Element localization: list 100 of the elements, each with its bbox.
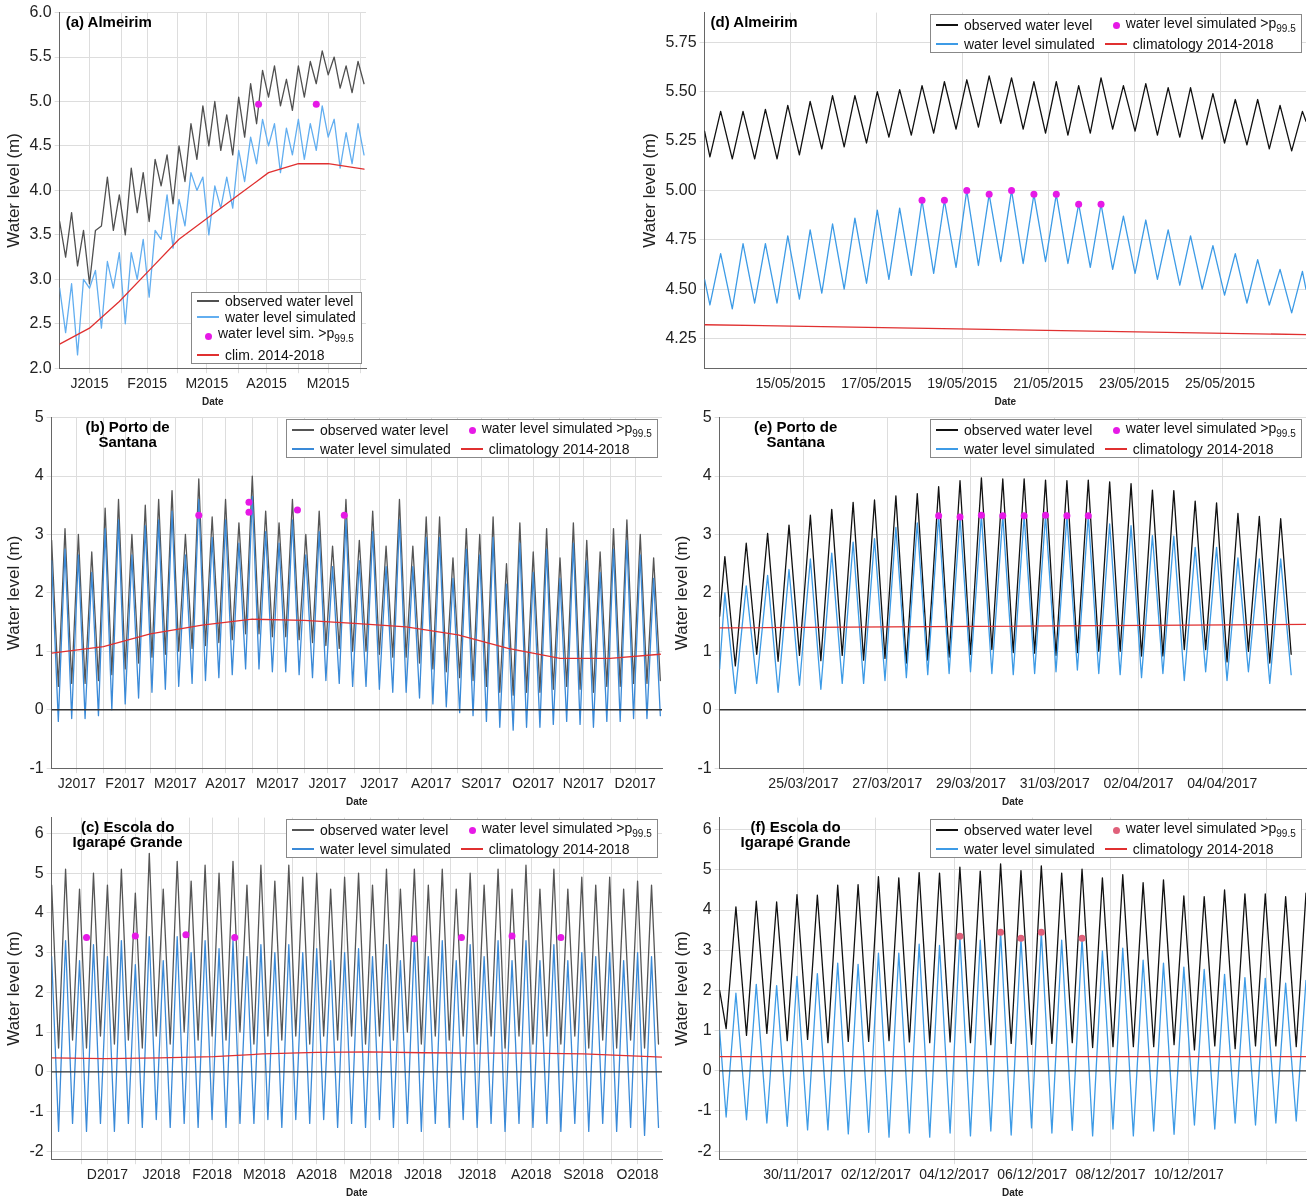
y-tick-label: -1 xyxy=(697,1101,712,1119)
point xyxy=(340,511,348,519)
y-tick-label: 5.5 xyxy=(29,47,52,65)
y-tick-label: 4.50 xyxy=(665,279,697,297)
x-tick-label: M2017 xyxy=(255,775,299,792)
x-tick-label: J2017 xyxy=(308,775,347,792)
y-tick-label: 2 xyxy=(34,982,44,1000)
y-axis-title: Water level (m) xyxy=(3,931,23,1046)
x-axis-title: Date xyxy=(345,795,369,807)
x-tick-label: 02/12/2017 xyxy=(840,1166,912,1183)
text: (c) Escola do Igarapé Grande xyxy=(71,817,184,850)
point xyxy=(195,511,203,519)
x-tick-label: A2015 xyxy=(246,375,287,392)
y-tick-label: 3.0 xyxy=(29,269,52,287)
x-tick-label: N2017 xyxy=(562,775,605,792)
x-tick-label: J2018 xyxy=(142,1166,181,1183)
x-tick-label: S2017 xyxy=(461,775,502,792)
legend-label: water level simulated xyxy=(225,309,356,326)
point xyxy=(245,508,253,516)
y-tick-label: 0 xyxy=(702,700,712,718)
x-tick-label: 27/03/2017 xyxy=(852,775,923,792)
x-tick-label: 06/12/2017 xyxy=(997,1166,1068,1183)
y-tick-label: -1 xyxy=(29,1101,44,1119)
y-axis-title: Water level (m) xyxy=(639,133,659,248)
x-tick-label: A2018 xyxy=(296,1166,338,1183)
y-tick-label: 2 xyxy=(702,583,712,601)
y-axis-title: Water level (m) xyxy=(3,535,23,651)
y-axis-title: Water level (m) xyxy=(671,931,691,1046)
y-tick-label: 4 xyxy=(702,900,712,918)
point xyxy=(1097,200,1105,208)
x-tick-label: 04/12/2017 xyxy=(919,1166,990,1183)
x-tick-label: 10/12/2017 xyxy=(1153,1166,1224,1183)
point xyxy=(985,190,993,198)
point xyxy=(1052,190,1060,198)
y-tick-label: 2 xyxy=(702,980,712,998)
point xyxy=(963,186,971,194)
x-tick-label: M2018 xyxy=(242,1166,286,1183)
y-tick-label: 5 xyxy=(702,408,712,426)
y-tick-label: -2 xyxy=(697,1141,712,1159)
legend-label: observed water level xyxy=(964,17,1093,34)
y-tick-label: 6 xyxy=(34,823,44,841)
y-tick-label: 5.50 xyxy=(665,82,697,100)
x-tick-label: M2015 xyxy=(185,375,229,392)
y-tick-label: 5 xyxy=(34,863,44,881)
y-tick-label: 2.0 xyxy=(29,358,52,376)
x-tick-label: 15/05/2015 xyxy=(755,375,826,392)
text: (e) Porto de Santana xyxy=(752,417,839,450)
y-tick-label: 4.0 xyxy=(29,180,52,198)
text: (f) Escola do Igarapé Grande xyxy=(739,817,852,850)
x-tick-label: A2018 xyxy=(510,1166,552,1183)
y-tick-label: 1 xyxy=(702,641,712,659)
y-tick-label: 0 xyxy=(34,700,44,718)
y-tick-label: 4.75 xyxy=(665,230,697,248)
legend-label: water level simulated xyxy=(320,841,451,858)
y-tick-label: 0 xyxy=(34,1062,44,1080)
y-tick-label: 2.5 xyxy=(29,314,52,332)
legend-label: climatology 2014-2018 xyxy=(488,841,630,858)
chart-title: (d) Almeirim xyxy=(710,12,798,30)
x-tick-label: 31/03/2017 xyxy=(1019,775,1090,792)
x-tick-label: M2018 xyxy=(349,1166,393,1183)
legend-label: clim. 2014-2018 xyxy=(225,346,325,363)
x-tick-label: 08/12/2017 xyxy=(1075,1166,1146,1183)
x-tick-label: 25/05/2015 xyxy=(1185,375,1256,392)
x-tick-label: 23/05/2015 xyxy=(1099,375,1170,392)
y-axis-title: Water level (m) xyxy=(671,535,691,651)
y-tick-label: 5.75 xyxy=(665,32,697,50)
x-tick-label: F2018 xyxy=(192,1166,233,1183)
legend-label: water level sim. >p$_{99.5}$ xyxy=(218,325,354,346)
y-tick-label: 5.0 xyxy=(29,91,52,109)
point xyxy=(1008,186,1016,194)
x-tick-label: J2017 xyxy=(57,775,96,792)
y-tick-label: 4 xyxy=(34,466,44,484)
x-tick-label: F2017 xyxy=(105,775,146,792)
chart-title: (a) Almeirim xyxy=(65,12,152,30)
y-tick-label: 1 xyxy=(702,1021,712,1038)
x-tick-label: A2017 xyxy=(410,775,452,792)
y-tick-label: 4.5 xyxy=(29,136,52,154)
x-tick-label: 19/05/2015 xyxy=(927,375,998,392)
x-tick-label: J2017 xyxy=(360,775,399,792)
point xyxy=(245,498,253,506)
x-tick-label: J2018 xyxy=(458,1166,497,1183)
x-axis-title: Date xyxy=(1001,1186,1025,1198)
legend-label: water level simulated >p$_{99.5}$ xyxy=(1125,419,1296,441)
legend-label: water level simulated >p$_{99.5}$ xyxy=(481,419,652,441)
legend-label: water level simulated xyxy=(320,441,451,458)
point xyxy=(940,196,948,204)
legend-label: observed water level xyxy=(964,822,1093,839)
x-tick-label: O2017 xyxy=(512,775,555,792)
x-tick-label: 25/03/2017 xyxy=(768,775,839,792)
x-tick-label: 30/11/2017 xyxy=(763,1166,833,1183)
text: (b) Porto de Santana xyxy=(84,417,171,450)
y-tick-label: 3.5 xyxy=(29,225,52,243)
legend-label: water level simulated xyxy=(964,441,1095,458)
legend-label: observed water level xyxy=(320,822,449,839)
y-tick-label: 6.0 xyxy=(29,3,52,21)
y-tick-label: 3 xyxy=(702,524,712,542)
x-axis-title: Date xyxy=(345,1186,369,1198)
y-tick-label: 3 xyxy=(34,943,44,961)
x-tick-label: 21/05/2015 xyxy=(1013,375,1084,392)
y-tick-label: 0 xyxy=(702,1061,712,1079)
